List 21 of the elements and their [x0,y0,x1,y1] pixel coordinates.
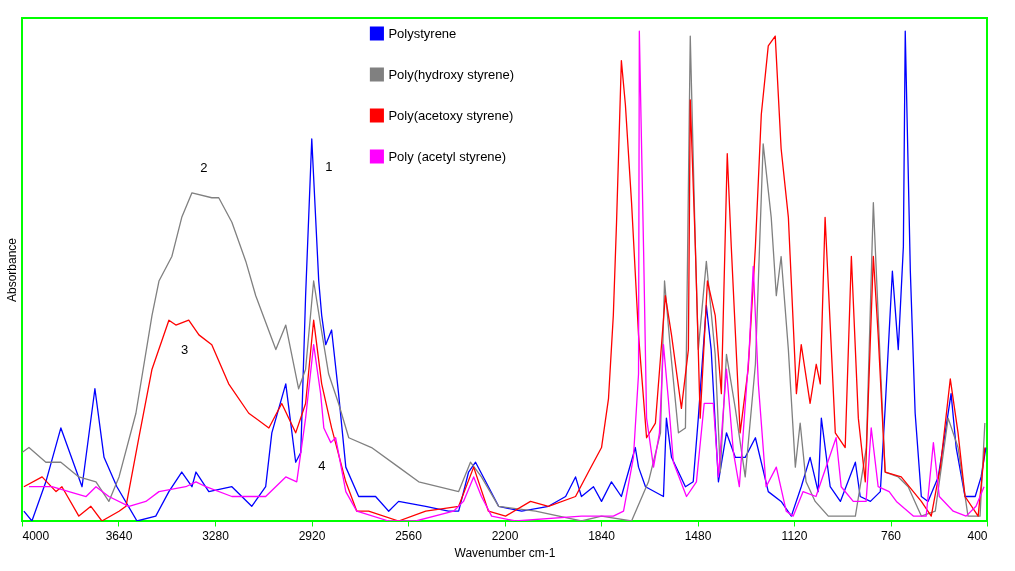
y-axis-title: Absorbance [4,237,19,303]
x-tick-label: 2200 [491,528,519,543]
x-tick-label: 1480 [684,528,712,543]
legend-label: Poly(hydroxy styrene) [388,66,515,82]
x-tick-label: 4000 [22,528,50,543]
annotation: 2 [200,159,208,175]
x-tick-label: 1840 [588,528,616,543]
x-tick-label: 400 [967,528,988,543]
annotation: 1 [325,158,333,174]
legend-label: Poly(acetoxy styrene) [388,107,514,123]
annotation: 3 [181,342,189,358]
x-tick-label: 3640 [105,528,133,543]
x-tick-label: 760 [880,528,902,543]
x-axis-title: Wavenumber cm-1 [454,545,556,560]
x-tick-label: 2560 [395,528,423,543]
x-tick-label: 1120 [781,528,808,543]
x-tick-label: 2920 [298,528,326,543]
x-tick-label: 3280 [202,528,230,543]
legend-label: Polystyrene [388,25,457,41]
legend-label: Poly (acetyl styrene) [388,148,507,164]
annotation: 4 [318,457,326,473]
